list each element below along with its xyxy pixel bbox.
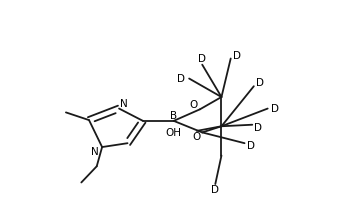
Text: O: O (190, 100, 198, 110)
Text: D: D (233, 51, 241, 61)
Text: B: B (170, 111, 177, 121)
Text: N: N (90, 147, 98, 157)
Text: D: D (211, 185, 219, 195)
Text: D: D (177, 73, 185, 83)
Text: OH: OH (166, 128, 182, 138)
Text: D: D (198, 53, 206, 63)
Text: D: D (256, 78, 264, 88)
Text: O: O (192, 132, 200, 142)
Text: D: D (247, 141, 255, 150)
Text: D: D (254, 123, 262, 133)
Text: N: N (120, 99, 128, 109)
Text: D: D (271, 104, 279, 114)
